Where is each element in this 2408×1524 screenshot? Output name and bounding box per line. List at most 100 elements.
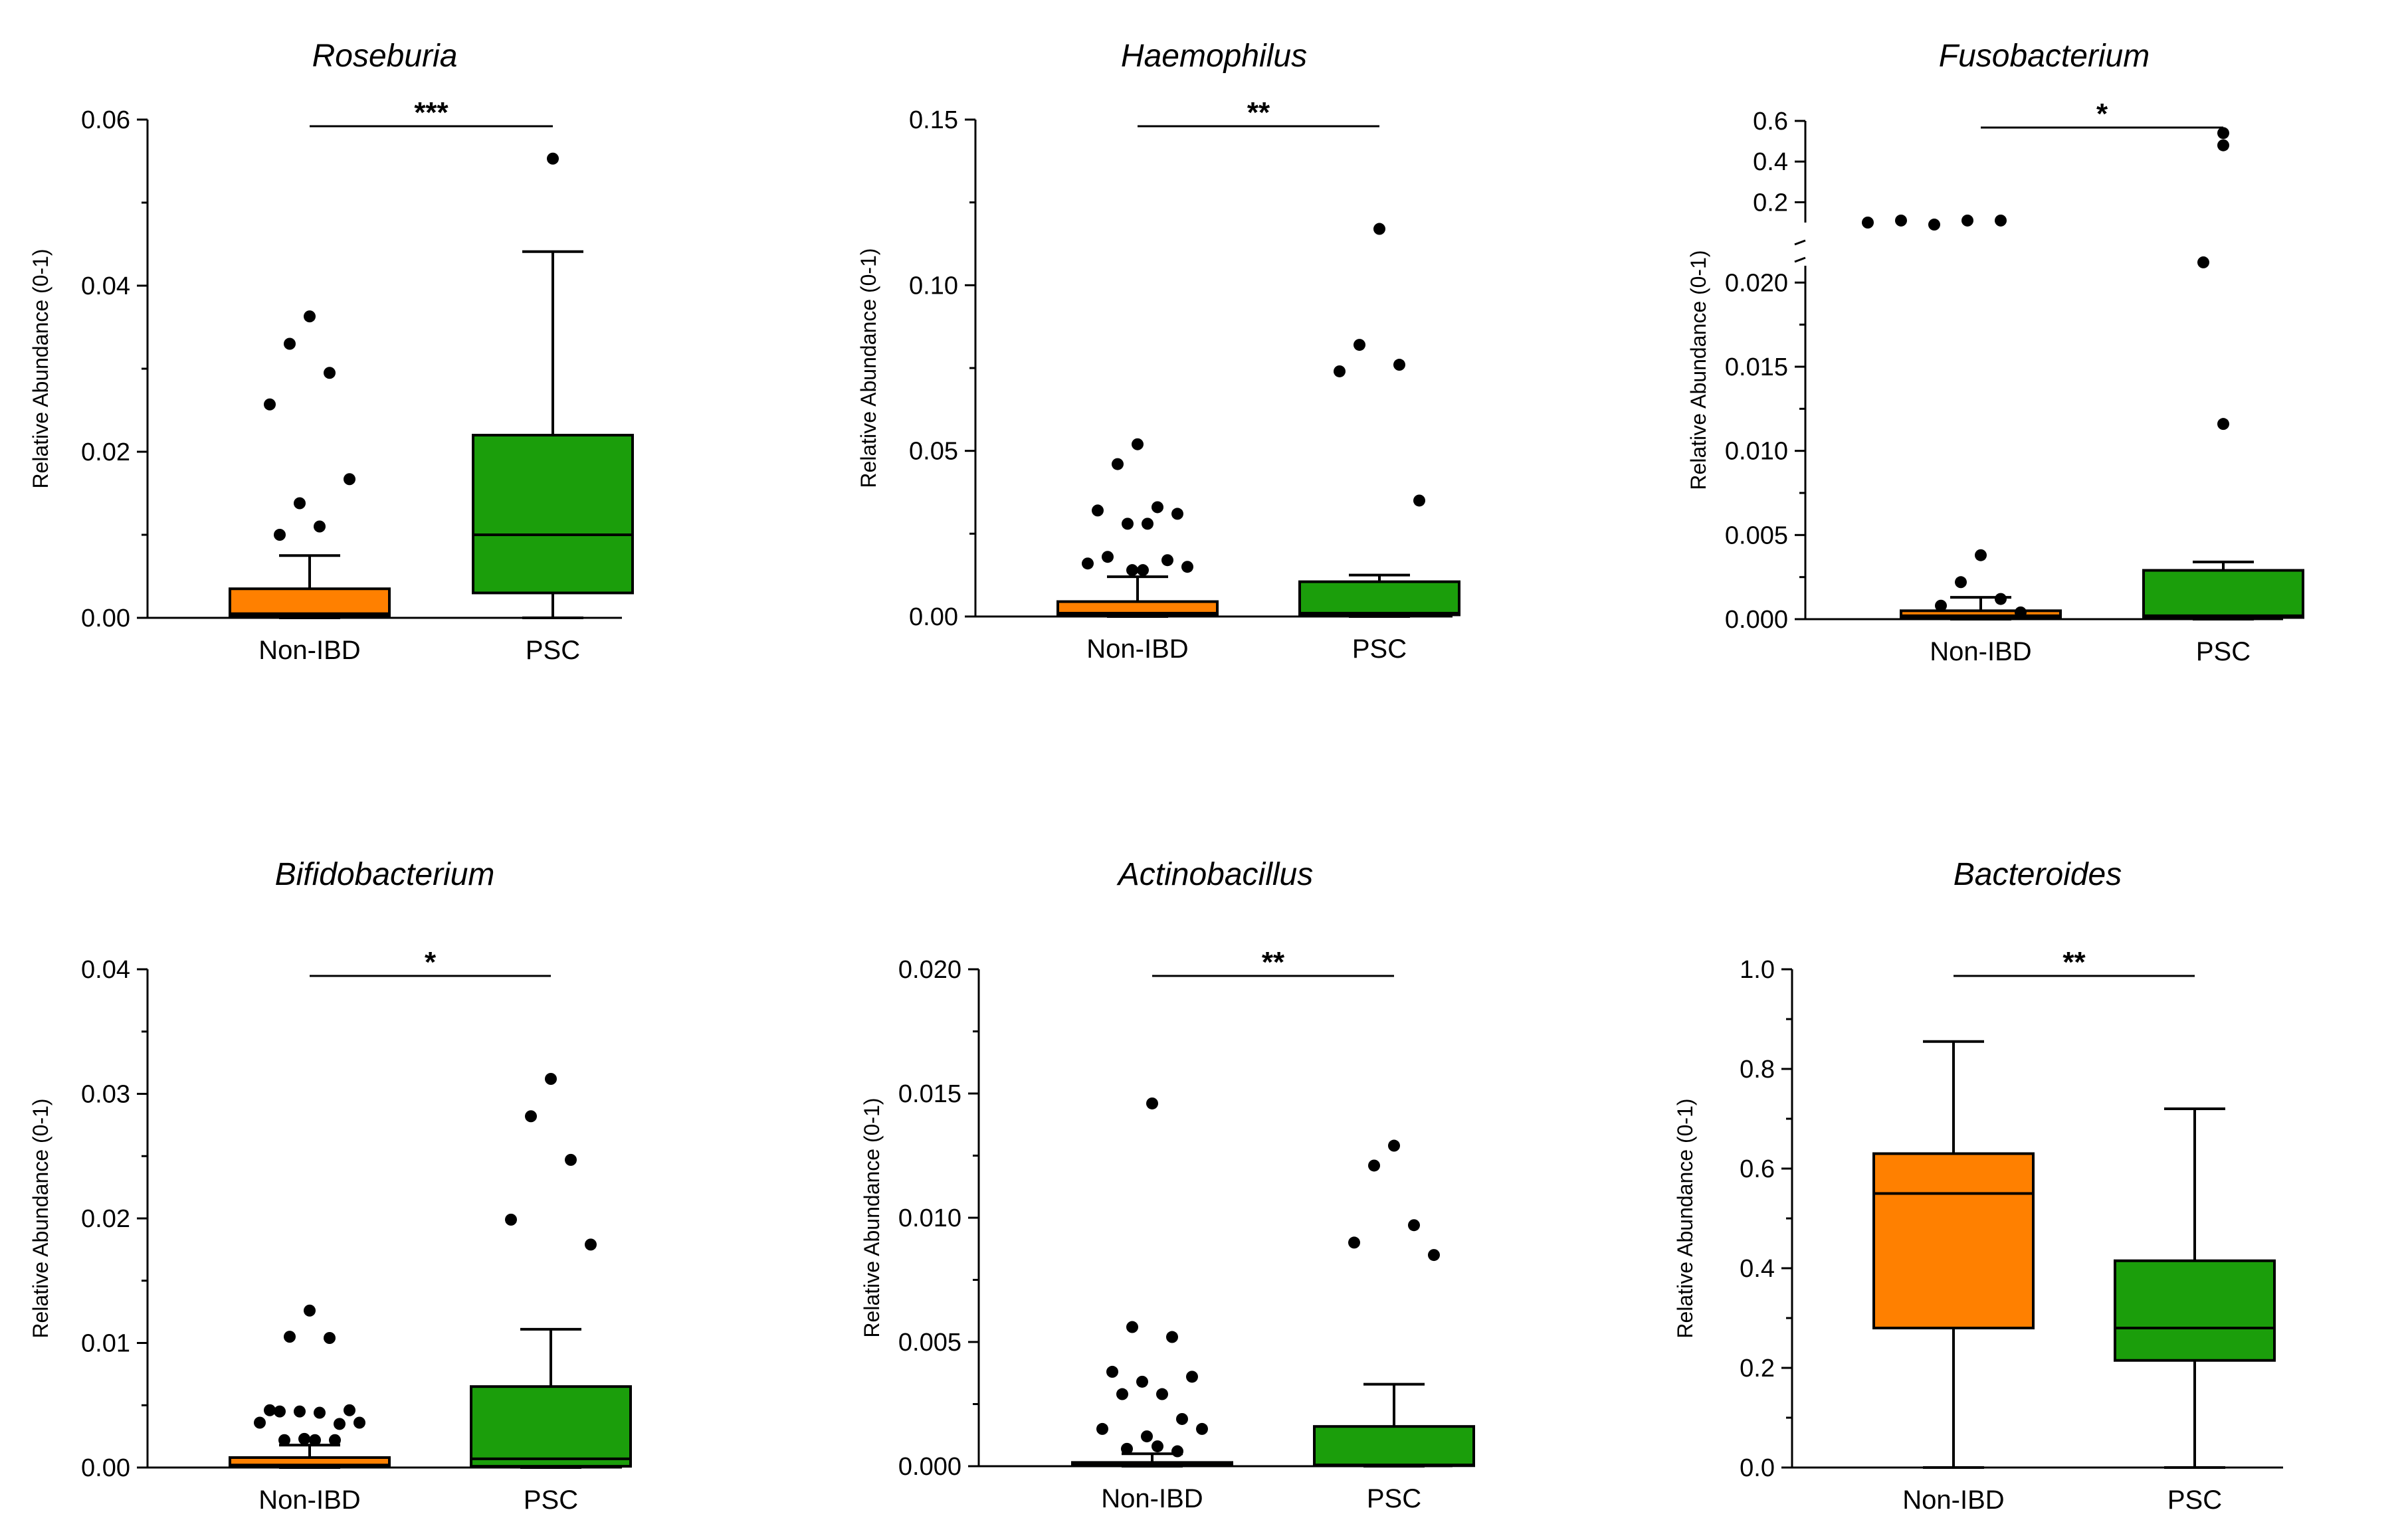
x-category-label: PSC bbox=[1367, 1484, 1421, 1513]
outlier-point bbox=[1137, 564, 1149, 577]
outlier-point bbox=[547, 152, 559, 165]
y-tick-label: 0.4 bbox=[1740, 1255, 1775, 1283]
axis-break-mark bbox=[1794, 239, 1806, 246]
outlier-point bbox=[1196, 1422, 1208, 1435]
outlier-point bbox=[294, 1405, 306, 1418]
y-tick-label: 0.02 bbox=[81, 438, 130, 466]
y-tick-label: 0.000 bbox=[1725, 606, 1788, 634]
y-tick-label: 0.005 bbox=[1725, 522, 1788, 549]
chart-title: Haemophilus bbox=[1121, 39, 1307, 74]
outlier-point bbox=[2217, 127, 2229, 140]
y-tick-label: 0.2 bbox=[1740, 1355, 1775, 1382]
y-tick-label: 0.04 bbox=[81, 956, 130, 984]
outlier-point bbox=[309, 1434, 321, 1446]
y-tick-label: 0.00 bbox=[81, 1454, 130, 1482]
outlier-point bbox=[1161, 554, 1173, 567]
outlier-point bbox=[2217, 139, 2229, 151]
outlier-point bbox=[1928, 219, 1940, 231]
y-tick-label: 0.2 bbox=[1753, 189, 1788, 217]
y-tick-label: 0.020 bbox=[898, 956, 961, 984]
outlier-point bbox=[1142, 518, 1154, 530]
outlier-point bbox=[1955, 576, 1967, 589]
x-category-label: Non-IBD bbox=[1930, 637, 2031, 666]
outlier-point bbox=[1334, 365, 1346, 377]
axis-break-mark bbox=[1794, 256, 1806, 263]
chart-title: Fusobacterium bbox=[1939, 39, 2150, 74]
outlier-point bbox=[1176, 1412, 1188, 1425]
outlier-point bbox=[1186, 1371, 1198, 1383]
y-axis-label: Relative Abundance (0-1) bbox=[29, 248, 52, 488]
outlier-point bbox=[1096, 1422, 1108, 1435]
outlier-point bbox=[298, 1432, 310, 1445]
outlier-point bbox=[329, 1434, 341, 1446]
outlier-point bbox=[1995, 593, 2007, 605]
box-iqr bbox=[2142, 569, 2304, 619]
chart-panel-1: Haemophilus Relative Abundance (0-1) 0.00 0… bbox=[856, 39, 1460, 664]
x-category-label: PSC bbox=[1352, 634, 1407, 664]
chart-panel-2: Fusobacterium Relative Abundance (0-1) 0.0… bbox=[1686, 39, 2304, 666]
outlier-point bbox=[1348, 1236, 1360, 1249]
y-tick-label: 0.00 bbox=[81, 605, 130, 632]
outlier-point bbox=[254, 1416, 266, 1429]
outlier-point bbox=[1181, 561, 1193, 573]
chart-panel-3: Bifidobacterium Relative Abundance (0-1) 0… bbox=[29, 857, 632, 1515]
chart-title: Roseburia bbox=[312, 39, 458, 74]
y-tick-label: 1.0 bbox=[1740, 956, 1775, 984]
outlier-point bbox=[324, 367, 336, 379]
y-tick-label: 0.6 bbox=[1740, 1155, 1775, 1183]
x-category-label: PSC bbox=[2167, 1485, 2222, 1515]
outlier-point bbox=[274, 529, 286, 541]
outlier-point bbox=[1122, 518, 1134, 530]
y-tick-label: 0.05 bbox=[909, 438, 958, 466]
outlier-point bbox=[1428, 1249, 1440, 1262]
outlier-point bbox=[1961, 214, 1973, 227]
y-tick-label: 0.010 bbox=[1725, 438, 1788, 466]
outlier-point bbox=[1413, 494, 1425, 507]
chart-title: Bifidobacterium bbox=[275, 857, 495, 892]
outlier-point bbox=[1136, 1375, 1148, 1388]
outlier-point bbox=[324, 1332, 336, 1344]
outlier-point bbox=[353, 1416, 365, 1429]
outlier-point bbox=[585, 1238, 597, 1251]
outlier-point bbox=[1092, 504, 1104, 517]
outlier-point bbox=[525, 1110, 537, 1123]
y-tick-label: 0.04 bbox=[81, 272, 130, 300]
outlier-point bbox=[1102, 551, 1114, 563]
outlier-point bbox=[284, 337, 296, 350]
outlier-point bbox=[1141, 1430, 1153, 1443]
box-iqr bbox=[1056, 600, 1219, 617]
outlier-point bbox=[1112, 458, 1124, 470]
x-category-label: Non-IBD bbox=[1902, 1485, 2004, 1515]
y-tick-label: 0.00 bbox=[909, 603, 958, 631]
outlier-point bbox=[1121, 1442, 1133, 1455]
outlier-point bbox=[294, 497, 306, 510]
outlier-point bbox=[2015, 606, 2027, 619]
y-tick-label: 0.10 bbox=[909, 272, 958, 300]
y-axis-label: Relative Abundance (0-1) bbox=[1686, 250, 1710, 490]
box-iqr bbox=[1298, 580, 1460, 617]
outlier-point bbox=[284, 1331, 296, 1343]
outlier-point bbox=[1166, 1331, 1178, 1343]
outlier-point bbox=[1393, 359, 1405, 371]
outlier-point bbox=[1935, 599, 1947, 612]
y-tick-label: 0.000 bbox=[898, 1453, 961, 1481]
outlier-point bbox=[1975, 549, 1987, 561]
outlier-point bbox=[344, 1404, 355, 1416]
x-category-label: Non-IBD bbox=[1086, 634, 1188, 664]
y-tick-label: 0.6 bbox=[1753, 108, 1788, 136]
outlier-point bbox=[1126, 1321, 1138, 1333]
outlier-point bbox=[1132, 438, 1144, 450]
y-tick-label: 0.010 bbox=[898, 1204, 961, 1232]
outlier-point bbox=[2197, 256, 2209, 268]
y-tick-label: 0.015 bbox=[1725, 353, 1788, 381]
outlier-point bbox=[545, 1073, 557, 1085]
x-category-label: Non-IBD bbox=[1101, 1484, 1203, 1513]
outlier-point bbox=[1354, 339, 1365, 351]
y-axis-label: Relative Abundance (0-1) bbox=[1673, 1098, 1697, 1338]
box-iqr bbox=[1900, 609, 2062, 619]
outlier-point bbox=[1373, 223, 1385, 235]
y-axis-label: Relative Abundance (0-1) bbox=[856, 248, 880, 488]
x-category-label: PSC bbox=[524, 1485, 578, 1515]
y-tick-label: 0.005 bbox=[898, 1329, 961, 1357]
